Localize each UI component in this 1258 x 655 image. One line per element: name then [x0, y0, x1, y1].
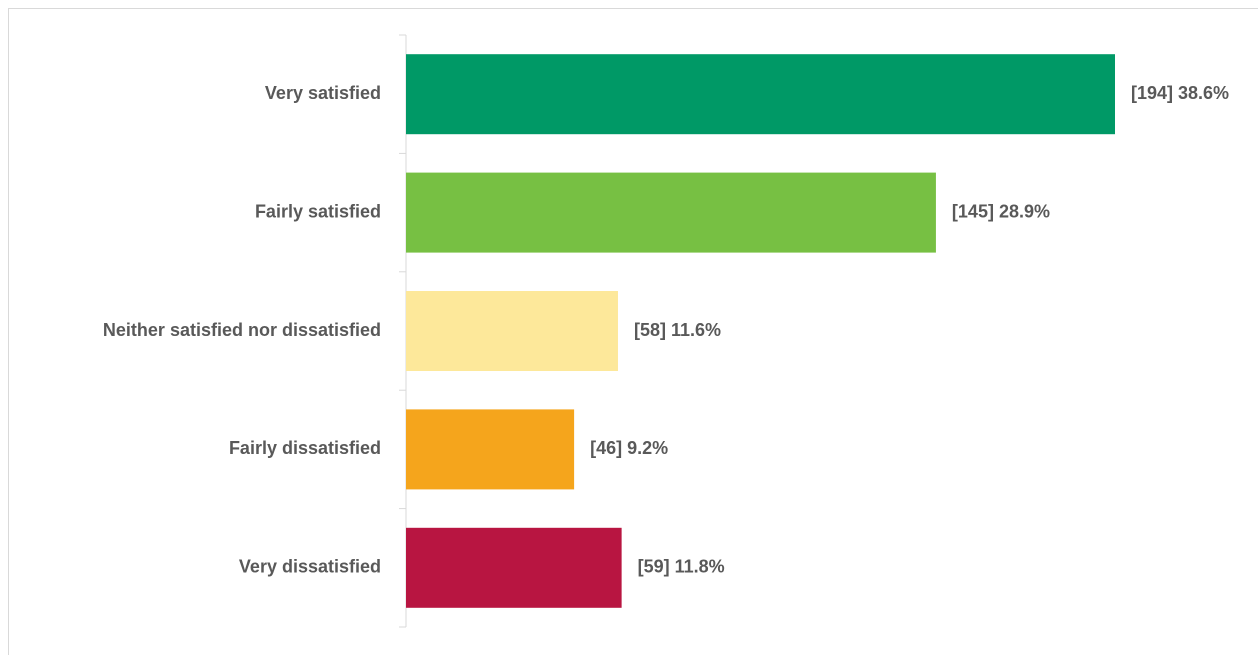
category-label: Fairly dissatisfied — [229, 438, 381, 458]
bar — [406, 54, 1115, 135]
category-label: Fairly satisfied — [255, 201, 381, 221]
bar — [406, 527, 622, 608]
data-label: [59] 11.8% — [638, 557, 725, 577]
category-label: Very dissatisfied — [239, 557, 381, 577]
bar — [406, 172, 936, 253]
data-label: [58] 11.6% — [634, 320, 721, 340]
data-label: [194] 38.6% — [1131, 83, 1229, 103]
bar — [406, 409, 575, 490]
data-label: [46] 9.2% — [590, 438, 668, 458]
data-label: [145] 28.9% — [952, 201, 1050, 221]
bar — [406, 291, 618, 371]
category-label: Neither satisfied nor dissatisfied — [103, 320, 381, 340]
category-label: Very satisfied — [265, 83, 381, 103]
chart-frame — [8, 8, 1258, 655]
